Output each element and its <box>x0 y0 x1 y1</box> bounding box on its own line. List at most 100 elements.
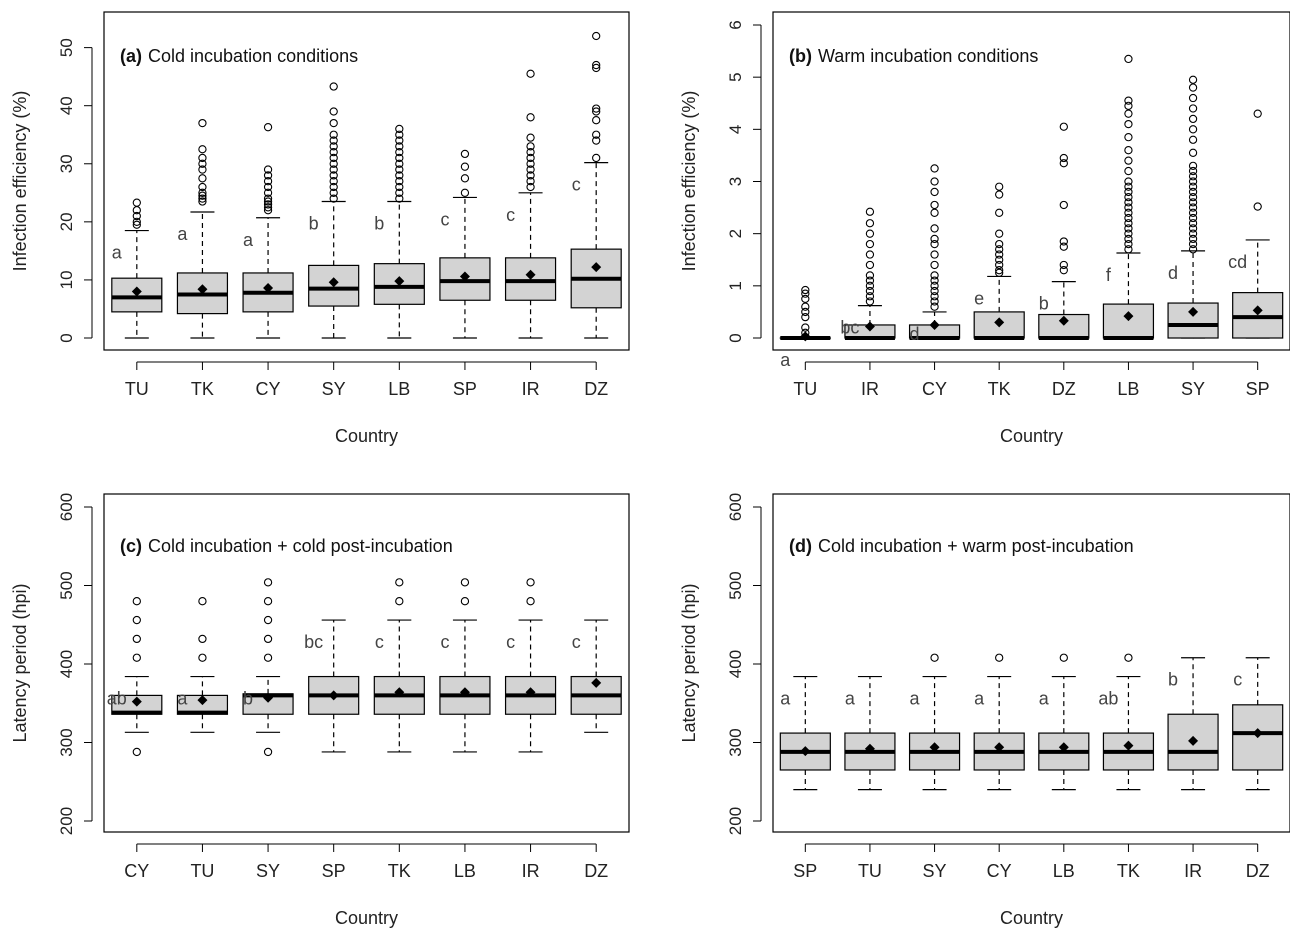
outlier-point <box>592 153 601 163</box>
significance-letter: a <box>910 689 921 709</box>
y-tick-label: 30 <box>57 154 76 173</box>
y-tick-label: 3 <box>726 177 745 186</box>
outlier-point <box>865 271 875 280</box>
x-tick-label: TK <box>988 379 1011 399</box>
x-tick-label: CY <box>256 379 281 399</box>
outlier-point <box>1188 83 1198 92</box>
x-tick-label: LB <box>1053 861 1075 881</box>
x-tick-label: IR <box>522 861 540 881</box>
outlier-point <box>263 206 273 215</box>
box-IR: c <box>504 578 557 753</box>
outlier-point <box>930 234 939 244</box>
outlier-point <box>592 104 601 113</box>
y-tick-label: 1 <box>726 281 745 290</box>
mean-marker <box>197 695 208 706</box>
y-tick-label: 0 <box>57 333 76 342</box>
outlier-point <box>1059 122 1068 131</box>
outlier-point <box>395 194 404 203</box>
outlier-point <box>865 229 875 238</box>
outlier-point <box>1124 229 1133 238</box>
outlier-point <box>395 148 404 157</box>
outlier-point <box>801 328 810 337</box>
outlier-point <box>930 260 939 270</box>
outlier-point <box>526 182 535 192</box>
panel-title-text: Cold incubation conditions <box>148 46 358 66</box>
outlier-point <box>395 182 404 192</box>
y-tick-label: 500 <box>57 571 76 599</box>
outlier-point <box>526 153 535 163</box>
x-tick-label: SP <box>322 861 346 881</box>
outlier-point <box>395 597 404 606</box>
outlier-point <box>526 142 535 151</box>
outlier-point <box>329 148 338 157</box>
significance-letter: c <box>1233 670 1242 690</box>
outlier-point <box>395 578 404 587</box>
outlier-point <box>198 118 207 128</box>
mean-marker <box>1058 315 1069 326</box>
y-tick-label: 0 <box>726 333 745 342</box>
outlier-point <box>198 188 207 197</box>
outlier-point <box>395 153 404 163</box>
outlier-point <box>1188 213 1198 223</box>
outlier-point <box>198 191 207 200</box>
x-tick-label: LB <box>1117 379 1139 399</box>
outlier-point <box>995 190 1004 199</box>
outlier-point <box>329 153 338 163</box>
outlier-point <box>1188 234 1198 244</box>
outlier-point <box>263 653 273 662</box>
outlier-point <box>460 188 470 197</box>
outlier-point <box>526 133 535 142</box>
mean-marker <box>1058 742 1069 753</box>
mean-marker <box>459 687 470 698</box>
outlier-point <box>263 188 273 197</box>
significance-letter: a <box>1039 689 1050 709</box>
outlier-point <box>132 597 141 606</box>
outlier-point <box>132 220 141 229</box>
outlier-point <box>995 266 1004 275</box>
outlier-point <box>198 165 207 174</box>
outlier-point <box>1124 234 1133 244</box>
outlier-point <box>329 188 338 197</box>
mean-marker <box>994 317 1005 328</box>
x-tick-label: SP <box>793 861 817 881</box>
outlier-point <box>592 63 601 73</box>
mean-marker <box>328 277 339 288</box>
significance-letter: c <box>440 632 449 652</box>
box-LB: c <box>439 578 491 753</box>
outlier-point <box>395 142 404 151</box>
x-tick-label: CY <box>922 379 947 399</box>
outlier-point <box>526 578 535 587</box>
outlier-point <box>1188 245 1198 254</box>
box-SY: b <box>308 82 360 339</box>
outlier-point <box>198 634 207 644</box>
x-tick-label: DZ <box>584 861 608 881</box>
mean-marker <box>1123 311 1134 322</box>
outlier-point <box>1059 200 1068 210</box>
outlier-point <box>395 171 404 180</box>
y-tick-label: 50 <box>57 38 76 57</box>
mean-marker <box>1252 728 1263 739</box>
outlier-point <box>263 203 273 212</box>
outlier-point <box>1124 239 1133 249</box>
outlier-point <box>395 159 404 168</box>
y-tick-label: 400 <box>57 650 76 678</box>
significance-letter: b <box>1168 670 1178 690</box>
outlier-point <box>930 653 939 662</box>
mean-marker <box>591 262 602 273</box>
outlier-point <box>198 597 207 606</box>
y-tick-label: 5 <box>726 72 745 81</box>
outlier-point <box>1124 119 1133 129</box>
significance-letter: c <box>375 632 384 652</box>
outlier-point <box>930 177 939 186</box>
significance-letter: e <box>974 288 984 308</box>
outlier-point <box>865 239 875 249</box>
mean-marker <box>459 271 470 282</box>
panel-letter: (a) <box>120 46 142 66</box>
outlier-point <box>865 219 875 228</box>
outlier-point <box>865 286 875 296</box>
outlier-point <box>1059 266 1068 275</box>
x-tick-label: SY <box>1181 379 1205 399</box>
outlier-point <box>263 182 273 192</box>
outlier-point <box>1124 166 1133 176</box>
